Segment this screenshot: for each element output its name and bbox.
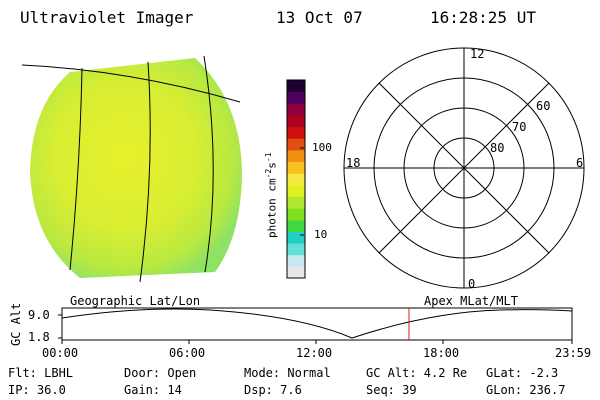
info-ip: IP: 36.0 — [8, 383, 66, 397]
colorbar-segment — [287, 80, 305, 93]
colorbar-segment — [287, 254, 305, 267]
colorbar-segment — [287, 91, 305, 104]
colorbar-segment — [287, 161, 305, 174]
colorbar-outline — [286, 79, 306, 279]
timeline-x-tick-1200: 12:00 — [296, 346, 333, 360]
earth-disk — [30, 58, 242, 278]
timeline-x-tick-0600: 06:00 — [169, 346, 206, 360]
colorbar-segment — [287, 208, 305, 221]
colorbar-ticks — [300, 147, 304, 236]
colorbar-segment — [287, 149, 305, 163]
info-gain: Gain: 14 — [124, 383, 182, 397]
colorbar-segment — [287, 266, 305, 279]
colorbar-segment — [287, 196, 305, 209]
colorbar — [286, 79, 306, 279]
colorbar-segment — [287, 114, 305, 128]
colorbar-segment — [287, 243, 305, 256]
polar-label-6: 6 — [576, 156, 584, 170]
geographic-grid-lines — [21, 55, 241, 283]
colorbar-tick-10: 10 — [314, 228, 328, 241]
info-dsp: Dsp: 7.6 — [244, 383, 302, 397]
timeline-x-tick-2359: 23:59 — [555, 346, 592, 360]
polar-label-60: 60 — [536, 99, 551, 113]
colorbar-segment — [287, 138, 305, 151]
timeline-x-tick-1800: 18:00 — [423, 346, 460, 360]
info-seq: Seq: 39 — [366, 383, 417, 397]
colorbar-segment — [287, 184, 305, 197]
info-mode: Mode: Normal — [244, 366, 331, 380]
info-glat: GLat: -2.3 — [486, 366, 559, 380]
altitude-curve — [61, 308, 573, 339]
info-glon: GLon: 236.7 — [486, 383, 566, 397]
info-door: Door: Open — [124, 366, 197, 380]
colorbar-segment — [287, 231, 305, 244]
colorbar-tick-100: 100 — [312, 141, 332, 154]
timeline-y-tick-bottom: 1.8 — [28, 330, 50, 344]
colorbar-segment — [287, 126, 305, 139]
info-gc-alt: GC Alt: 4.2 Re — [366, 366, 468, 380]
info-filter: Flt: LBHL — [8, 366, 74, 380]
polar-label-18: 18 — [346, 156, 361, 170]
polar-label-70: 70 — [512, 120, 527, 134]
time-label: 16:28:25 UT — [430, 8, 536, 27]
timeline-x-tick-0000: 00:00 — [42, 346, 79, 360]
app-title: Ultraviolet Imager — [20, 8, 194, 27]
timeline-left-label: Geographic Lat/Lon — [70, 294, 201, 308]
colorbar-segment — [287, 173, 305, 186]
polar-label-12: 12 — [470, 47, 485, 61]
colorbar-segment — [287, 219, 305, 232]
date-label: 13 Oct 07 — [276, 8, 363, 27]
colorbar-segment — [287, 103, 305, 116]
polar-label-0: 0 — [468, 277, 476, 291]
timeline-right-label: Apex MLat/MLT — [424, 294, 518, 308]
polar-label-80: 80 — [490, 141, 505, 155]
timeline-y-tick-top: 9.0 — [28, 308, 50, 322]
